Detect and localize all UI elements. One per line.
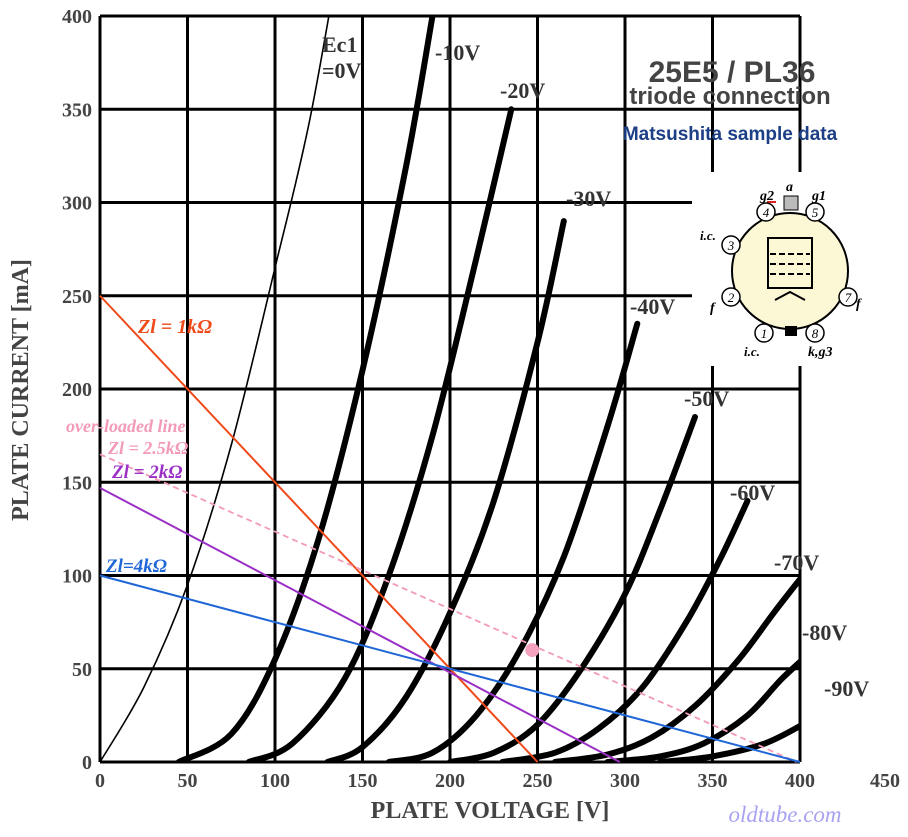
- pin-circle: [721, 235, 741, 255]
- curve-label: -20V: [500, 78, 545, 103]
- pin-circle: [721, 287, 741, 307]
- pin-label-kg3: k,g3: [808, 345, 833, 360]
- curve-label: -10V: [435, 40, 480, 65]
- tube-electrodes: [767, 237, 813, 289]
- chart-title: 25E5 / PL36: [649, 56, 816, 89]
- pin-number: 2: [728, 290, 735, 305]
- pin-circle: [838, 287, 858, 307]
- pin-number: 4: [763, 205, 770, 220]
- curve-90v: [657, 722, 800, 762]
- pin-label-a: a: [786, 180, 793, 195]
- x-tick-label: 150: [348, 770, 378, 792]
- x-tick-label: 0: [95, 770, 105, 792]
- y-tick-label: 100: [62, 566, 92, 588]
- load-line-label: Zl = 2kΩ: [111, 462, 182, 483]
- pin-label-g1: g1: [811, 189, 826, 204]
- y-axis-label: PLATE CURRENT [mA]: [8, 259, 34, 521]
- x-tick-label: 250: [523, 770, 553, 792]
- y-tick-label: 300: [62, 193, 92, 215]
- pin-circle: [805, 323, 825, 343]
- x-axis-label: PLATE VOLTAGE [V]: [371, 798, 610, 824]
- tube-pinout-diagram: 1 2 3 4 5 7 8 g2 a g1 i.c. f f i.c. k,g3: [692, 172, 864, 366]
- curve-40v: [385, 320, 641, 762]
- x-tick-label: 350: [698, 770, 728, 792]
- x-tick-label: 200: [435, 770, 465, 792]
- curve-label: -40V: [630, 294, 675, 319]
- y-tick-label: 250: [62, 286, 92, 308]
- pin-number: 7: [845, 290, 852, 305]
- pin-label-f-left: f: [710, 301, 716, 316]
- load-line: [99, 574, 801, 763]
- x-tick-label: 100: [260, 770, 290, 792]
- chart-subtitle: triode connection: [629, 83, 830, 110]
- pin-number: 1: [761, 326, 768, 341]
- pin-circle: [756, 202, 776, 222]
- series-layer: [100, 16, 800, 762]
- curve-60v: [499, 497, 751, 762]
- pin-circle: [754, 323, 774, 343]
- watermark: oldtube.com: [728, 802, 841, 827]
- x-tick-label: 300: [610, 770, 640, 792]
- pin-circle: [805, 202, 825, 222]
- y-tick-label: 0: [82, 752, 92, 774]
- chart-note: Matsushita sample data: [623, 124, 838, 145]
- curve-label: =0V: [322, 58, 362, 83]
- y-tick-label: 50: [72, 659, 92, 681]
- curve-10v: [175, 16, 436, 762]
- load-line-label: Zl = 1kΩ: [137, 316, 212, 338]
- y-tick-label: 200: [62, 379, 92, 401]
- loadline-layer: [99, 295, 801, 763]
- pin-number: 8: [812, 326, 819, 341]
- curve-label: -50V: [684, 386, 729, 411]
- pin-label-ic-bottom: i.c.: [744, 344, 760, 359]
- tube-envelope: [731, 212, 849, 330]
- load-line: [99, 295, 539, 763]
- curve-ec10v: [100, 16, 330, 762]
- pin-label-g2: g2: [759, 189, 774, 204]
- load-line-subtitle: over-loaded line: [66, 416, 185, 436]
- pin-label-ic-top: i.c.: [700, 228, 716, 243]
- curve-30v: [324, 218, 567, 762]
- curve-label: -70V: [774, 550, 819, 575]
- text-layer: 0 50 100 150 200 250 300 350 400 450 0 50 100 150 200 2…: [62, 6, 900, 792]
- curve-label: -60V: [730, 480, 775, 505]
- operating-point-marker: [525, 643, 540, 658]
- pin-number: 3: [727, 238, 735, 253]
- x-tick-label: 450: [870, 770, 900, 792]
- anode-cap: [783, 195, 799, 211]
- x-tick-label: 50: [178, 770, 198, 792]
- curve-label: Ec1: [322, 32, 357, 57]
- y-tick-label: 350: [62, 99, 92, 121]
- x-tick-label: 400: [785, 770, 815, 792]
- curve-label: -80V: [802, 620, 847, 645]
- curve-label: -90V: [824, 676, 869, 701]
- pin-label-f-right: f: [856, 297, 862, 312]
- load-line: [99, 453, 797, 763]
- load-line-label: Zl = 2.5kΩ: [107, 438, 189, 458]
- pin-number: 5: [812, 205, 819, 220]
- load-line-label: Zl=4kΩ: [105, 556, 167, 577]
- y-tick-label: 150: [62, 472, 92, 494]
- curve-label: -30V: [566, 186, 611, 211]
- load-line: [99, 486, 621, 763]
- curve-50v: [447, 414, 698, 762]
- y-tick-label: 400: [62, 6, 92, 28]
- curve-20v: [245, 106, 515, 762]
